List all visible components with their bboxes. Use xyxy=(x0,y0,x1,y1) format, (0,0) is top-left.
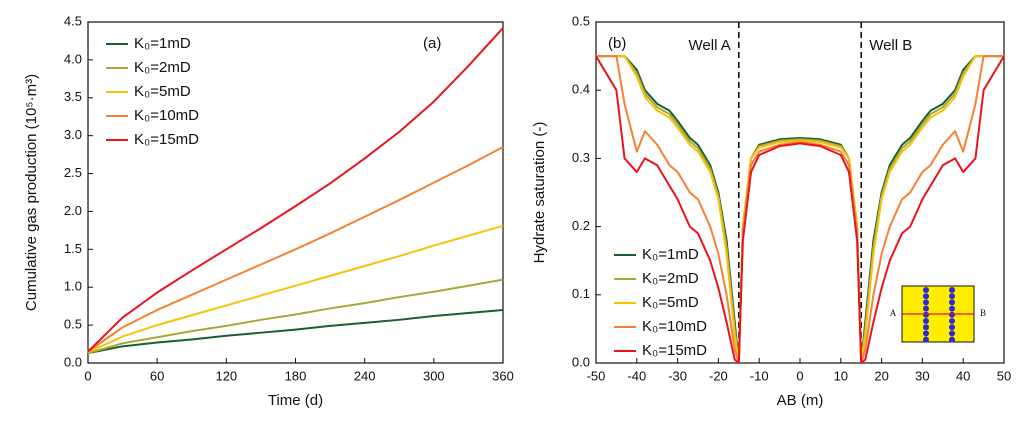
x-tick-label: 0 xyxy=(796,368,803,383)
inset-well-dot xyxy=(923,305,929,312)
y-tick-label: 2.5 xyxy=(64,165,82,180)
y-tick-label: 4.0 xyxy=(64,51,82,66)
legend-label: K₀=10mD xyxy=(134,107,199,124)
inset-well-dot xyxy=(949,318,955,324)
y-tick-label: 0.5 xyxy=(572,13,590,28)
inset-well-dot xyxy=(949,305,955,312)
x-tick-label: 300 xyxy=(423,368,445,383)
x-tick-label: 0 xyxy=(84,368,91,383)
y-axis-title: Cumulative gas production (10⁵·m³) xyxy=(23,74,40,311)
legend-label: K₀=2mD xyxy=(134,59,191,76)
x-tick-label: 240 xyxy=(354,368,376,383)
inset-well-dot xyxy=(949,324,955,331)
x-tick-label: 30 xyxy=(915,368,929,383)
y-tick-label: 0.4 xyxy=(572,82,590,97)
inset-well-dot xyxy=(923,336,929,343)
legend-label: K₀=1mD xyxy=(134,35,191,52)
y-tick-label: 0.5 xyxy=(64,317,82,332)
legend-label: K₀=15mD xyxy=(134,131,199,148)
legend-label: K₀=5mD xyxy=(134,83,191,100)
series-line xyxy=(87,146,504,353)
x-tick-label: 40 xyxy=(956,368,970,383)
y-tick-label: 0.0 xyxy=(572,354,590,369)
panel-label: (a) xyxy=(423,35,441,52)
inset-well-dot xyxy=(949,336,955,343)
series-line xyxy=(596,55,1004,364)
series-line xyxy=(596,55,1004,364)
x-axis-title: AB (m) xyxy=(777,392,824,409)
y-tick-label: 2.0 xyxy=(64,203,82,218)
y-tick-label: 0.1 xyxy=(572,286,590,301)
legend-label: K₀=5mD xyxy=(642,294,699,311)
series-line xyxy=(596,55,1004,364)
inset-label: A xyxy=(890,308,897,318)
y-tick-label: 0.0 xyxy=(64,354,82,369)
series-line xyxy=(87,224,504,354)
legend-label: K₀=2mD xyxy=(642,270,699,287)
inset-label: B xyxy=(980,308,986,318)
inset-well-dot xyxy=(923,287,929,293)
x-tick-label: -20 xyxy=(709,368,728,383)
inset-well-dot xyxy=(923,324,929,331)
inset-well-dot xyxy=(949,299,955,306)
x-axis-title: Time (d) xyxy=(268,392,323,409)
y-tick-label: 0.3 xyxy=(572,150,590,165)
x-tick-label: -30 xyxy=(668,368,687,383)
x-tick-label: 120 xyxy=(215,368,237,383)
x-tick-label: 10 xyxy=(834,368,848,383)
y-tick-label: 3.0 xyxy=(64,127,82,142)
panel-label: (b) xyxy=(608,35,626,52)
x-tick-label: -50 xyxy=(587,368,606,383)
y-tick-label: 3.5 xyxy=(64,89,82,104)
legend-label: K₀=10mD xyxy=(642,318,707,335)
inset-well-dot xyxy=(923,330,929,337)
inset-well-dot xyxy=(923,293,929,300)
x-tick-label: 360 xyxy=(492,368,514,383)
inset-well-dot xyxy=(923,318,929,324)
y-tick-label: 1.0 xyxy=(64,279,82,294)
legend-label: K₀=1mD xyxy=(642,246,699,263)
x-tick-label: -10 xyxy=(750,368,769,383)
inset-well-dot xyxy=(923,311,929,318)
series-line xyxy=(87,308,504,355)
inset-well-dot xyxy=(949,293,955,300)
x-tick-label: 60 xyxy=(150,368,164,383)
series-line xyxy=(596,55,1004,364)
inset-well-dot xyxy=(949,287,955,293)
y-axis-title: Hydrate saturation (-) xyxy=(531,122,548,264)
inset-well-dot xyxy=(949,311,955,318)
x-tick-label: -40 xyxy=(627,368,646,383)
series-line xyxy=(595,55,1005,364)
series-line xyxy=(87,278,504,355)
x-tick-label: 20 xyxy=(874,368,888,383)
x-tick-label: 180 xyxy=(285,368,307,383)
inset-well-dot xyxy=(923,299,929,306)
legend-label: K₀=15mD xyxy=(642,342,707,359)
well-label: Well A xyxy=(689,37,731,54)
series-line xyxy=(87,27,504,353)
y-tick-label: 1.5 xyxy=(64,241,82,256)
x-tick-label: 50 xyxy=(997,368,1011,383)
y-tick-label: 4.5 xyxy=(64,13,82,28)
inset-well-dot xyxy=(949,330,955,337)
well-label: Well B xyxy=(869,37,912,54)
y-tick-label: 0.2 xyxy=(572,218,590,233)
